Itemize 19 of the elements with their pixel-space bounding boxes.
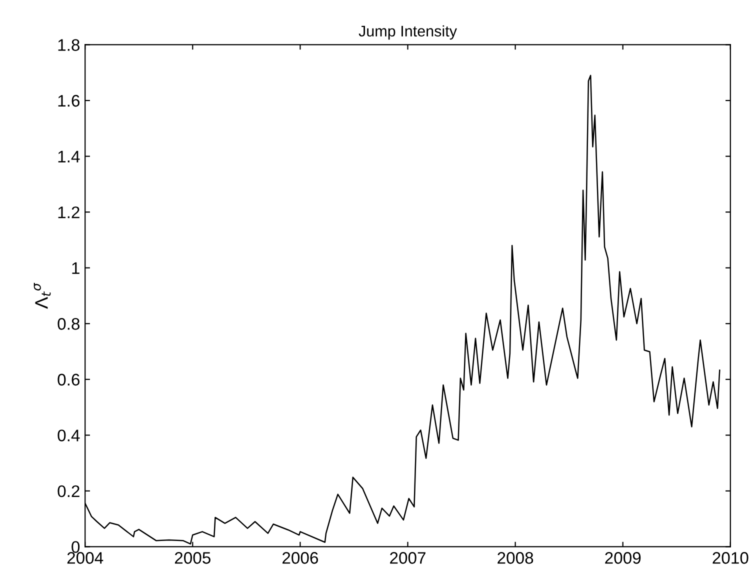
x-tick-label: 2010 [712,552,748,564]
y-tick-label: 0.6 [58,374,80,386]
x-tick-label: 2007 [390,552,426,564]
chart-title: Jump Intensity [358,25,457,40]
y-tick-label: 1.6 [58,94,80,107]
x-tick-label: 2009 [605,552,641,564]
y-tick-label: 0.8 [58,318,80,330]
y-tick-label: 0.2 [58,485,80,498]
y-tick-label: 0 [72,541,80,553]
y-axis-title: Λ$_{t}$$^{σ}$ [34,282,51,309]
x-tick-label: 2005 [174,552,210,564]
y-tick-label: 1.4 [58,150,80,162]
x-tick-label: 2008 [498,552,534,564]
x-tick-label: 2006 [282,552,318,564]
y-tick-label: 1.8 [58,39,80,51]
y-tick-label: 1.2 [58,206,80,218]
x-tick-label: 2004 [67,552,104,564]
y-tick-label: 1 [72,262,80,274]
y-tick-label: 0.4 [58,430,80,442]
